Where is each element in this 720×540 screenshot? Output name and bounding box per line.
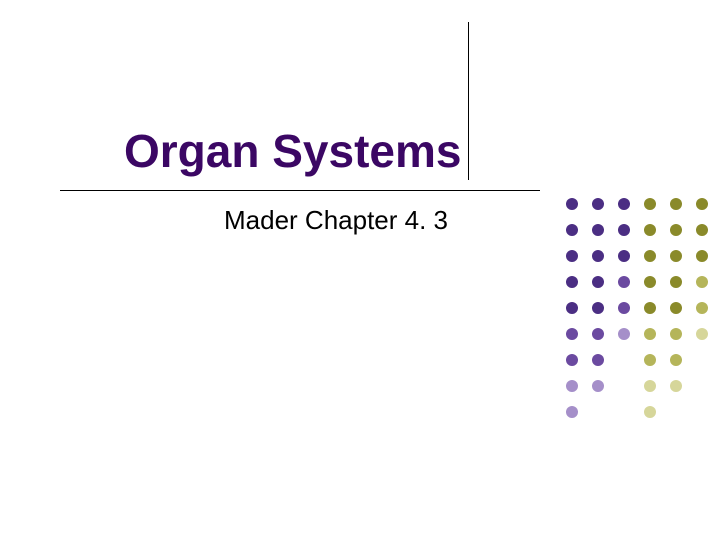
horizontal-divider <box>60 190 540 191</box>
dot <box>670 328 682 340</box>
dot <box>566 198 578 210</box>
dot-row <box>566 302 708 328</box>
dot <box>592 224 604 236</box>
dot <box>566 406 578 418</box>
dot-empty <box>592 406 604 418</box>
dot-empty <box>696 406 708 418</box>
dot <box>618 198 630 210</box>
vertical-divider <box>468 22 469 180</box>
dot <box>670 354 682 366</box>
dot <box>592 354 604 366</box>
dot-empty <box>618 380 630 392</box>
dot <box>670 250 682 262</box>
dot-row <box>566 432 708 458</box>
dot-row <box>566 250 708 276</box>
dot <box>566 250 578 262</box>
dot <box>644 250 656 262</box>
dot-row <box>566 198 708 224</box>
dot <box>696 276 708 288</box>
dot-empty <box>618 432 630 444</box>
dot-row <box>566 380 708 406</box>
dot-empty <box>696 380 708 392</box>
dot <box>592 302 604 314</box>
slide-subtitle: Mader Chapter 4. 3 <box>224 205 448 236</box>
dot-empty <box>618 406 630 418</box>
dot <box>670 380 682 392</box>
dot <box>644 380 656 392</box>
dot <box>592 198 604 210</box>
dot-empty <box>696 432 708 444</box>
dot <box>592 380 604 392</box>
dot <box>670 198 682 210</box>
dot-empty <box>644 432 656 444</box>
dot-empty <box>592 432 604 444</box>
dot <box>618 302 630 314</box>
dot-empty <box>566 432 578 444</box>
dot <box>644 328 656 340</box>
dot <box>566 276 578 288</box>
dot <box>618 276 630 288</box>
dot <box>566 328 578 340</box>
dot <box>592 276 604 288</box>
slide-title: Organ Systems <box>124 124 461 178</box>
dot <box>696 328 708 340</box>
dot <box>644 302 656 314</box>
dot-row <box>566 354 708 380</box>
dot-row <box>566 406 708 432</box>
dot-empty <box>618 354 630 366</box>
dot <box>566 224 578 236</box>
dot <box>670 302 682 314</box>
dot <box>644 224 656 236</box>
dot-pattern <box>566 198 708 458</box>
dot <box>696 224 708 236</box>
dot-row <box>566 328 708 354</box>
dot <box>566 380 578 392</box>
dot-row <box>566 276 708 302</box>
dot <box>592 250 604 262</box>
dot-row <box>566 224 708 250</box>
dot-empty <box>696 354 708 366</box>
dot <box>566 302 578 314</box>
slide: Organ Systems Mader Chapter 4. 3 <box>0 0 720 540</box>
dot <box>618 250 630 262</box>
dot <box>696 198 708 210</box>
dot <box>670 276 682 288</box>
dot <box>696 250 708 262</box>
dot <box>644 276 656 288</box>
dot <box>644 406 656 418</box>
dot <box>644 354 656 366</box>
dot <box>696 302 708 314</box>
dot-empty <box>670 406 682 418</box>
dot <box>618 224 630 236</box>
dot <box>618 328 630 340</box>
dot <box>670 224 682 236</box>
dot <box>592 328 604 340</box>
dot-empty <box>670 432 682 444</box>
dot <box>644 198 656 210</box>
dot <box>566 354 578 366</box>
